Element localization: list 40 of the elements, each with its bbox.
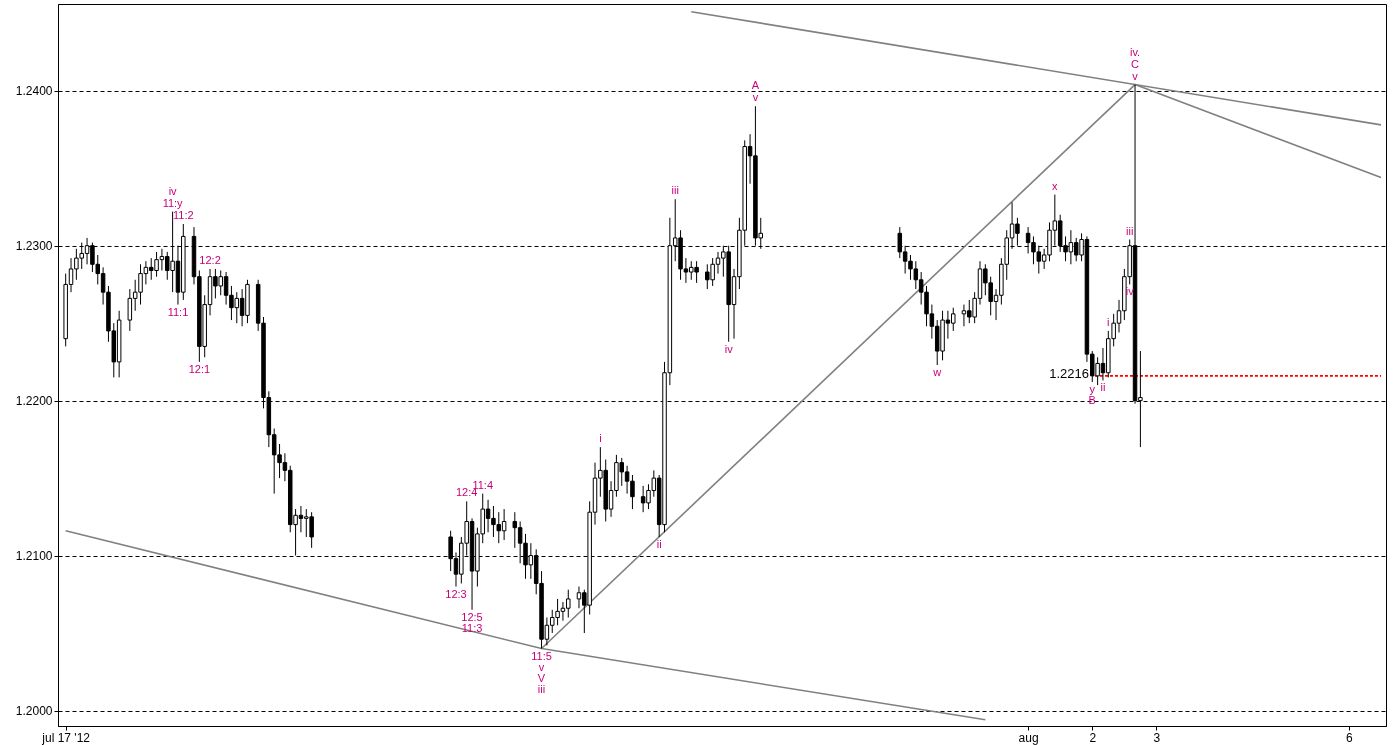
annotation: ii (1100, 381, 1106, 394)
annotation: iv (168, 184, 178, 197)
annotation: v (752, 91, 759, 104)
annotation: i (1107, 315, 1110, 328)
annotation: i (599, 432, 602, 445)
annotation: ii (656, 537, 662, 550)
annotation: w (932, 366, 942, 378)
x-tick-label: 2 (1089, 730, 1097, 745)
y-tick-label: 1.2000 (15, 704, 53, 719)
y-tick-label: 1.2400 (15, 84, 53, 99)
annotation: 12:1 (188, 362, 211, 375)
annotation: 11:1 (167, 305, 189, 318)
x-tick-label: 3 (1153, 730, 1161, 745)
x-tick-label: aug (1018, 730, 1039, 745)
x-tick-label: 6 (1346, 730, 1354, 745)
annotation: 12:2 (199, 253, 221, 266)
annotation: iv. (1129, 45, 1141, 58)
annotation: V (537, 671, 546, 684)
annotation: 11:y (162, 196, 184, 209)
annotation: iii (1126, 224, 1134, 237)
annotation: v (1132, 69, 1139, 82)
annotation: 11:3 (461, 621, 483, 634)
annotation: B (1088, 394, 1096, 407)
annotation: iii (537, 682, 546, 695)
y-tick-label: 1.2300 (15, 239, 53, 254)
annotation: x (1052, 179, 1059, 192)
annotation: y (1089, 383, 1096, 396)
x-tick-label: jul 17 '12 (41, 730, 91, 745)
annotation: 12:5 (461, 610, 483, 623)
annotation: v (538, 660, 545, 673)
y-tick-label: 1.2100 (15, 549, 53, 564)
annotation: iii (671, 184, 679, 197)
annotation: 11:2 (173, 209, 194, 222)
annotation: iv (724, 342, 734, 355)
annotation: A (751, 79, 760, 92)
y-tick-label: 1.2200 (15, 394, 53, 409)
annotation: C (1131, 57, 1140, 70)
annotation: 12:3 (445, 587, 467, 600)
annotation: 11:5 (531, 649, 552, 662)
annotation: 1.2216 (1049, 365, 1089, 381)
